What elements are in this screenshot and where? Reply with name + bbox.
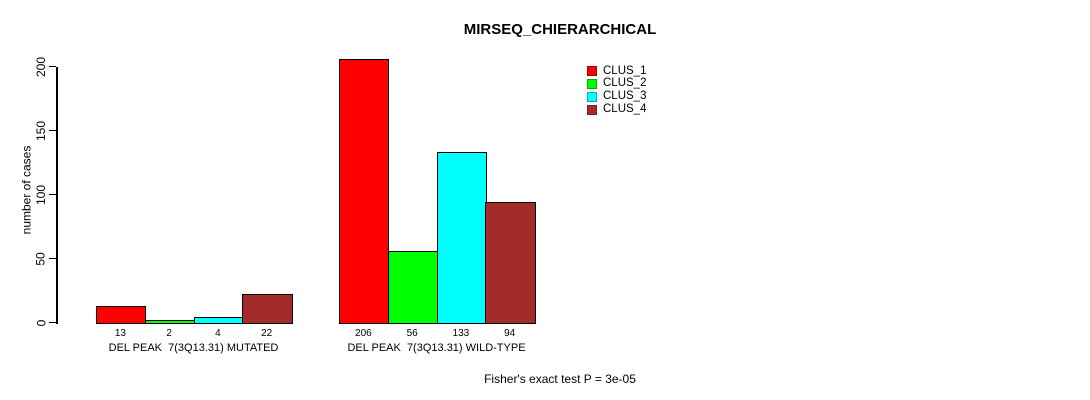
bar-value-label: 13 [114,328,126,339]
legend-item: CLUS_4 [587,103,646,116]
bar-clus_1-group1 [96,305,147,324]
legend-label: CLUS_2 [603,77,647,90]
x-group-label: DEL PEAK 7(3Q13.31) WILD-TYPE [347,342,526,354]
bar-clus_2-group2 [387,250,438,324]
legend-item: CLUS_3 [587,91,646,104]
chart-title: MIRSEQ_CHIERARCHICAL [463,21,657,38]
y-axis-label: number of cases [19,100,34,280]
y-tick [48,193,56,196]
bar-value-label: 206 [355,328,372,339]
bar-value-label: 2 [166,328,172,339]
legend-label: CLUS_3 [603,90,647,103]
clus_2-swatch-icon [587,79,597,90]
y-tick-label: 50 [34,237,48,281]
y-tick [48,321,56,324]
y-tick [48,129,56,132]
legend-item: CLUS_1 [587,65,646,78]
bar-value-label: 4 [215,328,221,339]
bar-clus_4-group2 [485,202,536,324]
bar-clus_4-group1 [242,294,293,324]
bar-value-label: 56 [406,328,418,339]
legend-item: CLUS_2 [587,78,646,91]
clus_1-swatch-icon [587,66,597,77]
y-tick-label: 100 [34,173,48,217]
clus_3-swatch-icon [587,91,597,102]
y-tick-label: 200 [34,45,48,89]
x-group-label: DEL PEAK 7(3Q13.31) MUTATED [108,342,279,354]
bar-value-label: 94 [504,328,516,339]
bar-value-label: 22 [261,328,273,339]
y-axis-line [56,66,58,324]
bar-clus_3-group2 [436,152,487,324]
bar-clus_3-group1 [193,317,244,324]
y-tick-label: 0 [34,301,48,345]
legend-label: CLUS_4 [603,103,647,116]
y-tick-label-text: 200 [34,56,48,77]
y-axis-label-text: number of cases [19,145,34,235]
y-tick-label-text: 0 [34,319,48,326]
y-tick-label-text: 100 [34,184,48,205]
clus_4-swatch-icon [587,104,597,115]
y-tick-label-text: 50 [33,251,48,266]
bar-clus_2-group1 [144,319,195,324]
bar-clus_1-group2 [339,58,390,324]
y-tick [48,65,56,68]
bar-value-label: 133 [452,328,470,339]
y-tick [48,257,56,260]
legend-label: CLUS_1 [603,64,647,77]
annotation-text: Fisher's exact test P = 3e-05 [484,372,636,386]
y-tick-label: 150 [34,109,48,153]
y-tick-label-text: 150 [34,120,48,141]
legend: CLUS_1 CLUS_2 CLUS_3 CLUS_4 [587,65,646,116]
